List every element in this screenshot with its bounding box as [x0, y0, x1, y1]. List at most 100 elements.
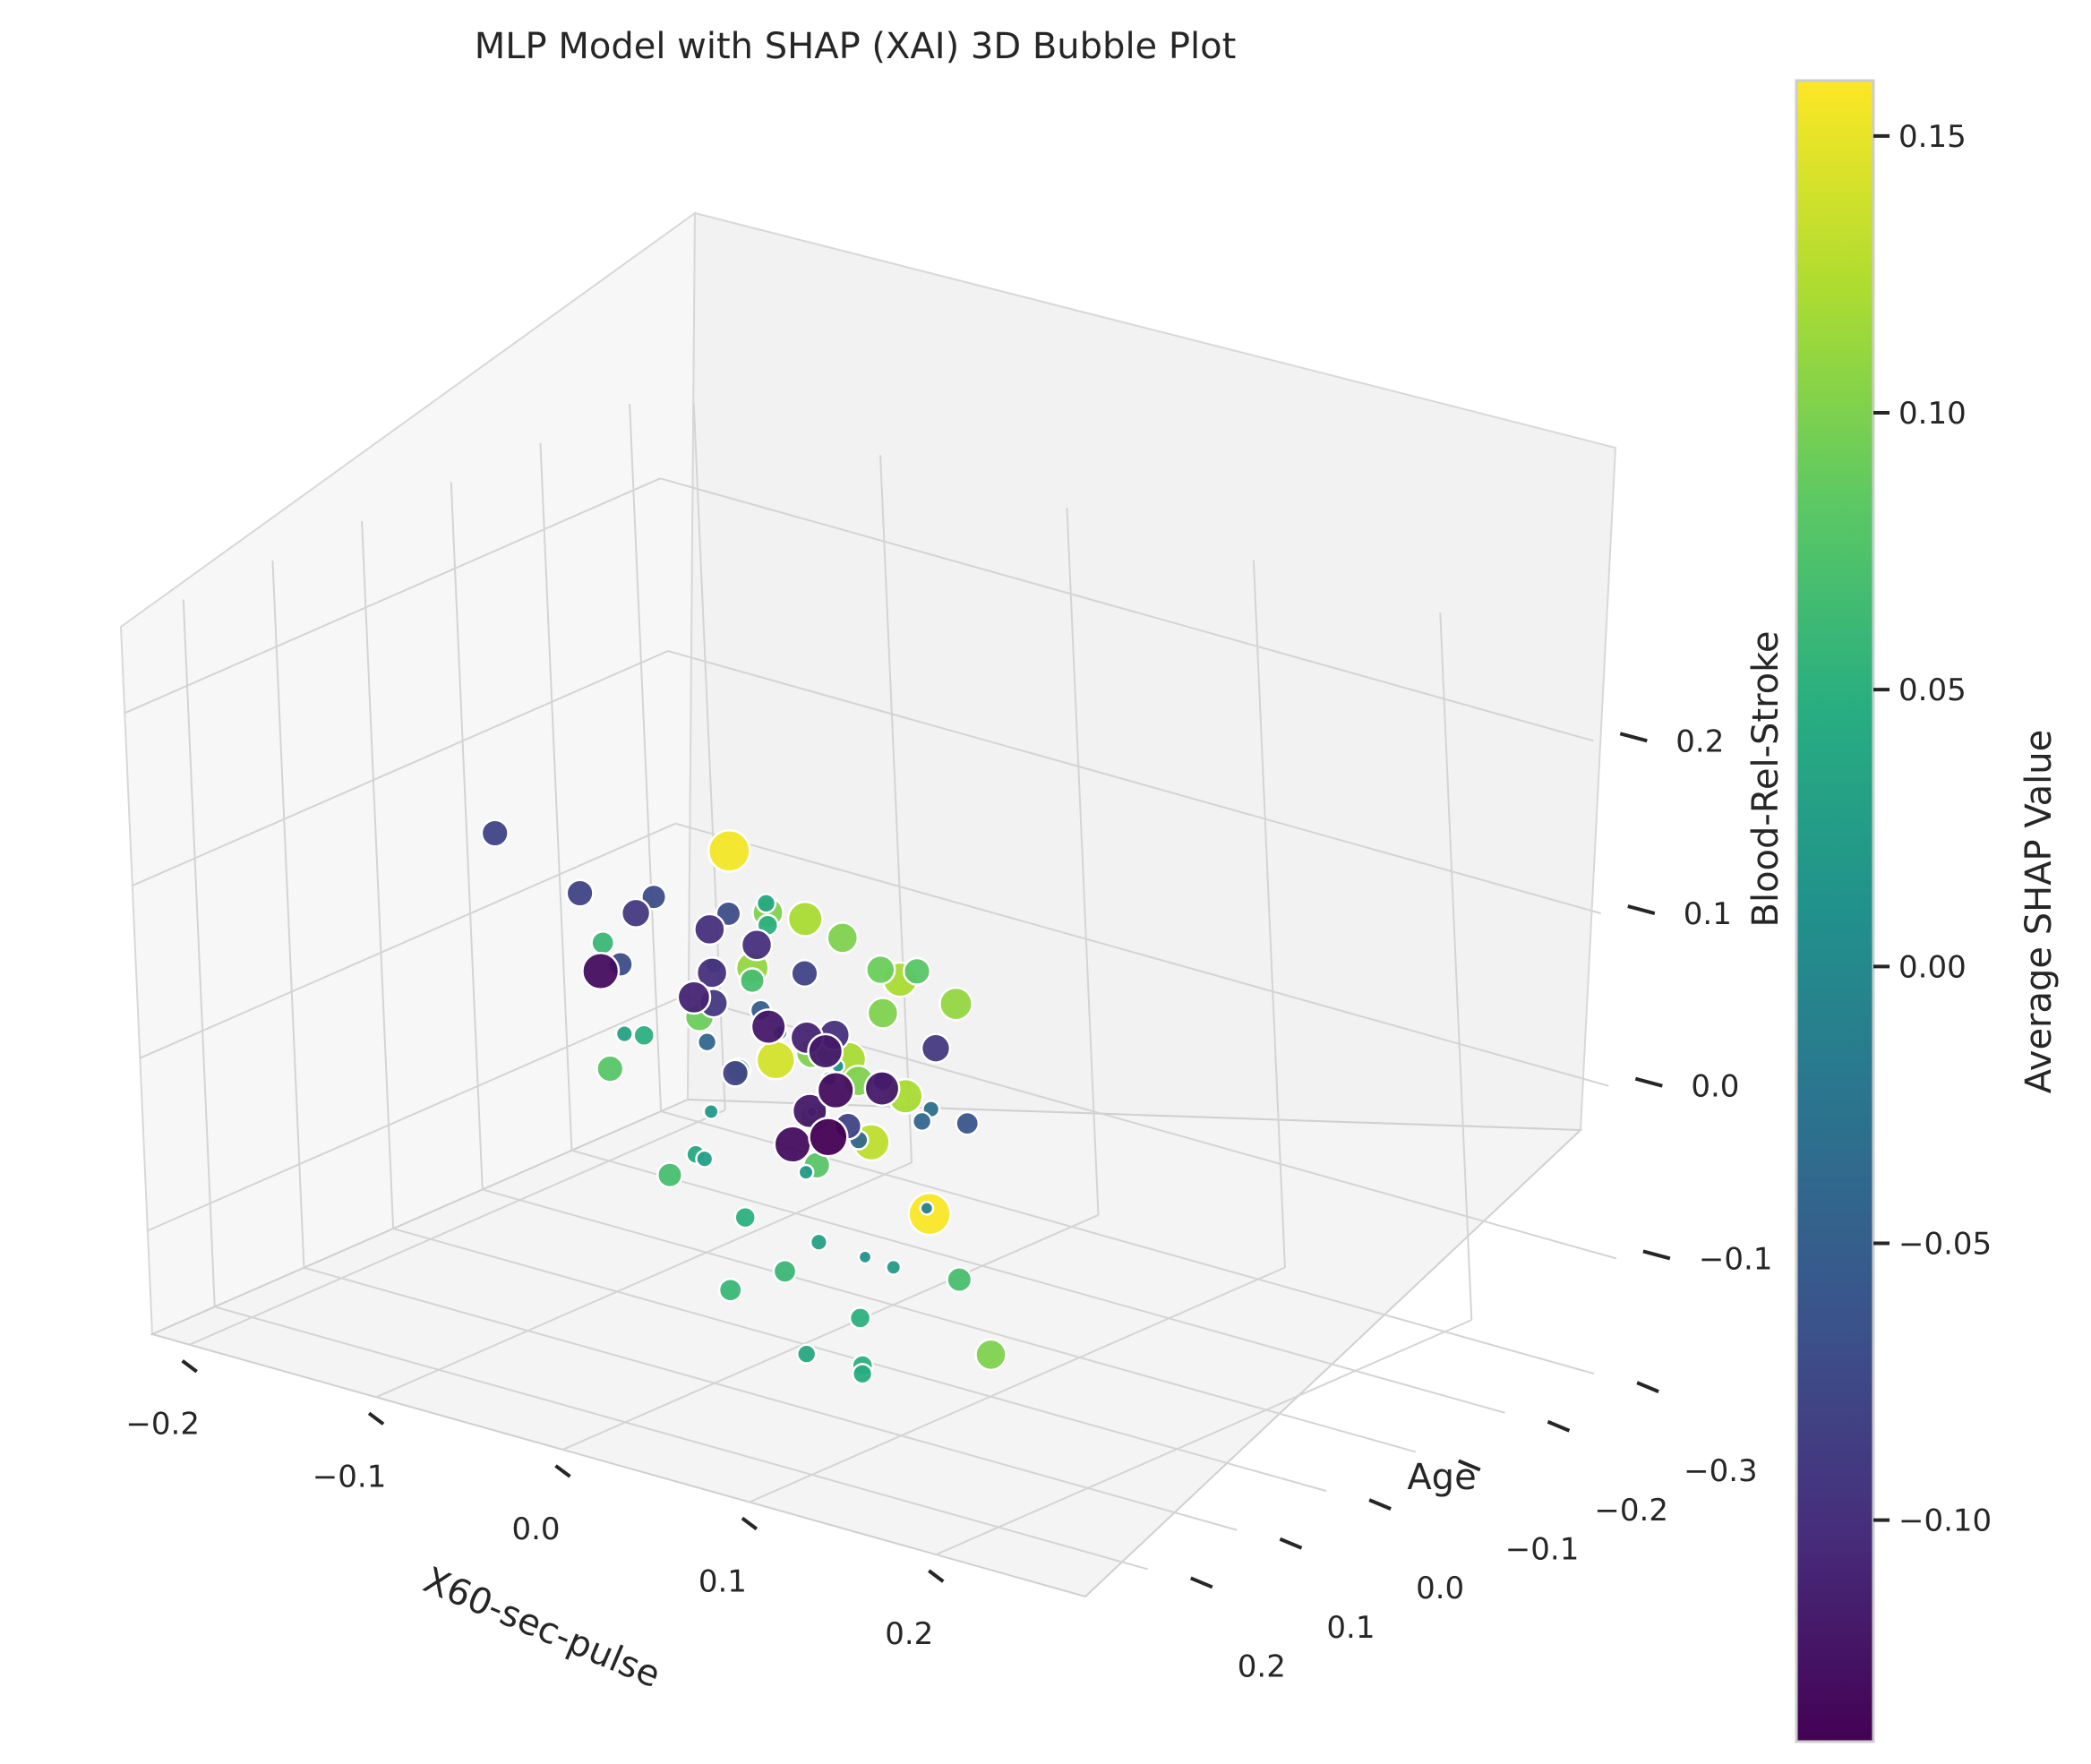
grid-line-x-wall [1066, 507, 1100, 1215]
grid-line-x-floor [935, 1319, 1472, 1556]
colorbar: −0.10 −0.05 0.00 0.05 0.10 0.15 Average SHAP … [1795, 79, 2060, 1743]
data-point [693, 912, 726, 946]
data-point [739, 967, 766, 995]
data-point [721, 1058, 750, 1088]
chart-title: MLP Model with SHAP (XAI) 3D Bubble Plot [475, 26, 1237, 67]
data-point [696, 1032, 718, 1053]
z-tick-label: 0.2 [1675, 724, 1724, 759]
grid-line-y-floor [304, 1266, 1238, 1531]
y-tick-label: 0.2 [1238, 1648, 1286, 1684]
grid-line-z-right [667, 650, 1602, 914]
x-axis-label: X60-sec-pulse [417, 1560, 665, 1696]
grid-line-y-floor [482, 1188, 1417, 1453]
z-tick-mark [1634, 1076, 1663, 1088]
z-axis-ticks: −0.1 0.0 0.1 0.2 [1619, 724, 1773, 1277]
data-point [902, 956, 932, 986]
data-point [773, 1125, 812, 1164]
data-point [808, 1117, 849, 1158]
y-tick-mark [1547, 1419, 1571, 1433]
data-point [955, 1110, 981, 1136]
grid-line-y-wall [629, 404, 663, 1112]
colorbar-label: Average SHAP Value [2018, 730, 2060, 1093]
grid-line-x-wall [879, 455, 913, 1163]
grid-line-y-wall [271, 560, 305, 1268]
data-point [946, 1266, 973, 1294]
x-tick-label: 0.0 [511, 1511, 560, 1547]
data-point [640, 883, 668, 911]
x-tick-mark [367, 1411, 385, 1426]
data-point [885, 1258, 903, 1276]
data-point [790, 959, 819, 989]
data-point [480, 818, 510, 848]
data-point [614, 1024, 634, 1044]
colorbar-tick-label: −0.10 [1898, 1503, 1992, 1539]
data-point [695, 956, 729, 989]
y-tick-label: −0.1 [1505, 1531, 1580, 1567]
z-tick-label: −0.1 [1699, 1241, 1773, 1277]
data-point [786, 900, 824, 938]
data-point [919, 1201, 935, 1216]
x-tick-label: −0.2 [125, 1407, 200, 1443]
data-point [676, 980, 712, 1015]
grid-line-x-floor [562, 1214, 1099, 1451]
grid-line-x-wall [1439, 612, 1473, 1321]
data-point [797, 1163, 815, 1181]
x-tick-label: −0.1 [313, 1459, 387, 1494]
colorbar-ticks: −0.10 −0.05 0.00 0.05 0.10 0.15 [1873, 119, 1992, 1539]
z-tick-mark [1627, 904, 1656, 915]
data-point [740, 928, 774, 962]
z-tick-label: 0.0 [1691, 1069, 1739, 1105]
data-point [755, 1040, 796, 1081]
colorbar-tick-label: 0.00 [1898, 949, 1967, 985]
grid-line-z-right [675, 822, 1609, 1087]
data-point [816, 1071, 855, 1110]
x-tick-mark [554, 1464, 571, 1478]
data-point [750, 1008, 787, 1046]
data-point [920, 1032, 952, 1064]
x-tick-label: 0.1 [698, 1564, 747, 1600]
grid-line-x-floor [749, 1266, 1286, 1503]
z-axis-label: Blood-Rel-Stroke [1745, 631, 1787, 928]
colorbar-gradient [1795, 79, 1875, 1743]
data-point [857, 1249, 873, 1265]
grid-line-y-wall [539, 442, 573, 1151]
x-axis-ticks: −0.2 −0.1 0.0 0.1 0.2 [125, 1359, 945, 1652]
data-point [809, 1232, 828, 1252]
colorbar-tick-label: 0.10 [1898, 396, 1967, 432]
grid-line-y-floor [571, 1149, 1505, 1414]
grid-line-z-left [147, 995, 684, 1232]
y-tick-mark [1636, 1381, 1659, 1393]
data-point [590, 930, 616, 955]
bubble-points [480, 818, 1007, 1385]
data-point [851, 1363, 874, 1385]
data-point [656, 1161, 683, 1189]
grid-line-x-floor [375, 1161, 913, 1399]
grid-line-z-left [139, 822, 676, 1059]
y-tick-mark [1189, 1576, 1213, 1589]
grid-line-x-wall [1252, 560, 1286, 1268]
y-tick-mark [1368, 1498, 1392, 1511]
data-point [796, 1343, 818, 1365]
y-tick-mark [1279, 1537, 1303, 1550]
y-tick-label: −0.3 [1684, 1453, 1758, 1489]
data-point [866, 997, 900, 1030]
data-point [938, 986, 973, 1022]
axes-panes [119, 211, 1617, 1598]
data-point [807, 1032, 844, 1070]
y-tick-label: 0.1 [1326, 1610, 1375, 1646]
data-point [702, 1102, 720, 1120]
grid-line-y-floor [214, 1306, 1149, 1571]
y-tick-mark [1457, 1459, 1481, 1472]
data-point [717, 1277, 743, 1303]
grid-line-y-wall [182, 599, 216, 1307]
y-tick-label: −0.2 [1594, 1493, 1668, 1529]
x-tick-mark [181, 1359, 198, 1374]
data-point [565, 878, 595, 908]
back-right-pane [686, 211, 1617, 1132]
grid-line-z-right [659, 477, 1594, 742]
grid-lines [124, 402, 1617, 1571]
grid-line-y-wall [361, 521, 395, 1229]
colorbar-tick-label: 0.15 [1898, 119, 1967, 155]
data-point [632, 1023, 656, 1048]
